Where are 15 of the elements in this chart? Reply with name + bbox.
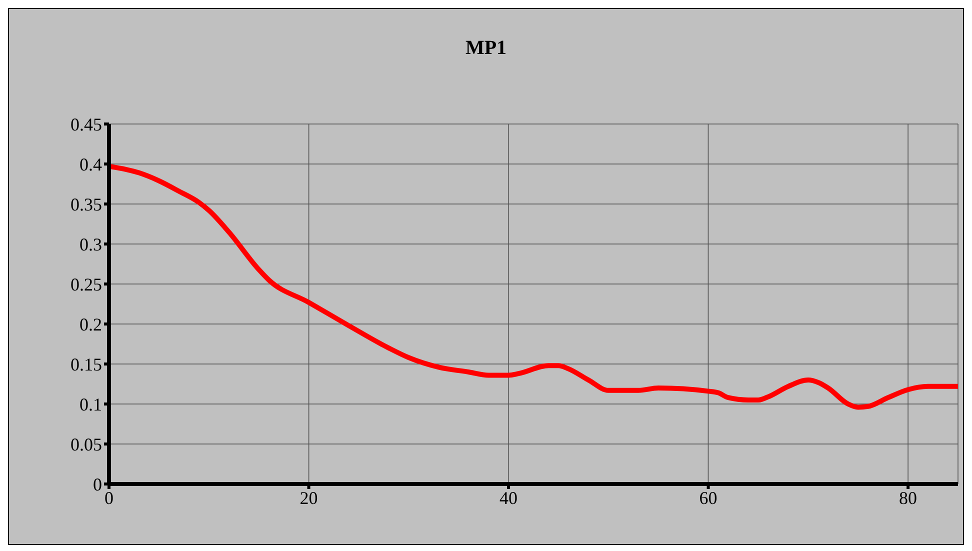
chart-title: MP1 <box>464 37 508 60</box>
y-tick-label: 0.25 <box>70 274 102 294</box>
y-tick-label: 0.4 <box>80 154 102 174</box>
y-tick-label: 0.1 <box>80 394 102 414</box>
y-tick-label: 0.2 <box>80 314 102 334</box>
y-tick-label: 0.15 <box>70 354 102 374</box>
y-tick-label: 0.3 <box>80 234 102 254</box>
x-tick-label: 60 <box>699 488 718 508</box>
y-tick-label: 0.45 <box>70 114 102 134</box>
y-tick-label: 0 <box>93 474 102 494</box>
y-tick-label: 0.05 <box>70 434 102 454</box>
y-tick-label: 0.35 <box>70 194 102 214</box>
x-tick-label: 20 <box>300 488 318 508</box>
x-tick-label: 80 <box>899 488 918 508</box>
x-tick-label: 40 <box>500 488 518 508</box>
